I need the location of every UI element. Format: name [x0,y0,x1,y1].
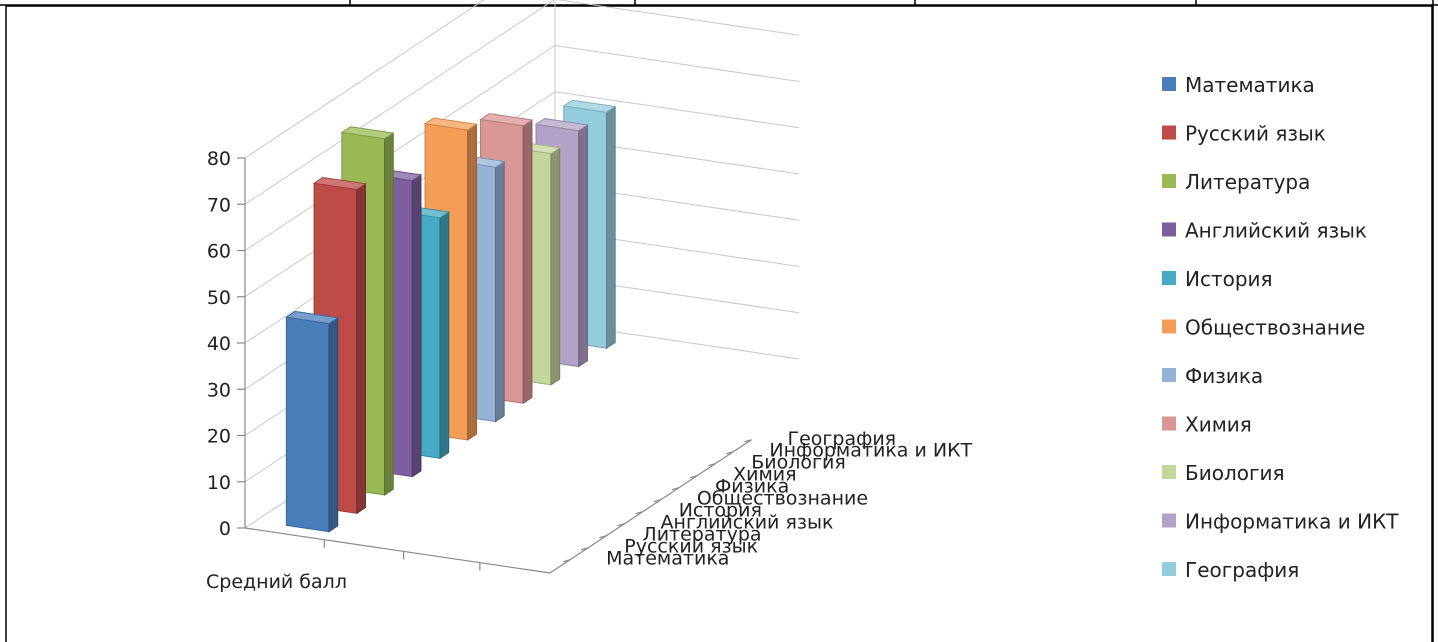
legend-label: Математика [1185,73,1315,97]
depth-tick-label: Физика [715,476,789,498]
bar-side-face [550,146,561,386]
legend-label: Литература [1185,170,1310,194]
depth-tick-label: Информатика и ИКТ [769,440,972,462]
bar-top-face [284,310,340,325]
legend-swatch [1162,77,1176,91]
bar-top-face [534,118,589,132]
legend-label: Английский язык [1185,219,1367,243]
gridline [244,0,485,159]
bar-top-face [479,113,534,127]
depth-tick-label: Математика [606,548,729,570]
depth-tick-label: Обществознание [697,488,868,510]
y-tick-label: 70 [207,194,231,216]
legend-label: Биология [1185,461,1285,485]
y-tick-label: 40 [207,333,231,355]
legend-swatch [1162,222,1176,237]
legend: Математика Русский язык Литература Английск… [1162,73,1399,582]
chart-frame [5,5,1433,642]
bar-side-face [495,160,505,423]
legend-swatch [1162,319,1176,334]
legend-label: География [1185,558,1299,582]
legend-label: История [1185,267,1273,291]
bar-top-face [562,99,617,113]
legend-swatch [1162,562,1176,576]
y-tick-label: 0 [219,518,231,540]
depth-tick-label: Русский язык [624,536,758,558]
legend-swatch [1162,416,1176,431]
legend-label: Физика [1185,364,1263,388]
bar-top-face [340,126,395,140]
y-tick-label: 30 [207,379,231,401]
depth-tick-label: История [679,500,762,522]
bar-side-face [384,132,394,496]
depth-tick [635,511,643,515]
depth-tick-label: Биология [751,452,846,474]
bar-side-face [411,173,422,478]
bar-side-face [439,211,450,460]
depth-tick [599,535,607,539]
legend-swatch [1162,368,1176,382]
legend-swatch [1162,174,1176,188]
depth-tick-label: Английский язык [661,512,834,534]
legend-label: Информатика и ИКТ [1185,510,1399,534]
legend-swatch [1162,513,1176,528]
bar-side-face [522,119,533,405]
y-tick-labels: 0 10 20 30 40 50 60 70 80 [207,148,231,540]
legend-swatch [1162,465,1176,479]
depth-tick-label: Литература [642,524,761,546]
depth-tick [689,475,698,479]
x-axis-line [244,527,551,574]
legend-label: Обществознание [1185,316,1365,340]
y-tick-label: 20 [207,426,231,448]
depth-axis-line [549,439,752,574]
bar-top-face [423,117,478,131]
depth-tick [671,487,680,491]
depth-tick [708,463,716,467]
y-tick-label: 10 [207,472,231,494]
depth-tick [562,559,571,563]
legend-label: Химия [1185,413,1252,437]
y-tick-label: 60 [207,241,231,263]
bar-side-face [356,182,366,515]
bar-front-face [285,316,330,533]
legend-swatch [1162,271,1176,285]
legend-swatch [1162,125,1176,140]
depth-tick [617,523,625,527]
bar-side-face [328,316,339,533]
y-tick-label: 50 [207,287,231,309]
bar [284,310,340,533]
bar-side-face [467,123,477,441]
depth-tick-label: Химия [733,464,796,486]
legend-label: Русский язык [1185,122,1326,146]
x-category-label: Средний балл [206,571,347,593]
depth-tick [653,499,661,503]
bars [284,99,617,533]
depth-tick [726,451,734,455]
bar-side-face [606,105,616,350]
depth-tick [581,547,589,551]
bar-top-face [312,176,367,191]
depth-tick [744,439,752,443]
depth-tick-label: География [788,428,897,450]
y-tick-label: 80 [207,148,231,170]
bar-side-face [578,123,588,368]
